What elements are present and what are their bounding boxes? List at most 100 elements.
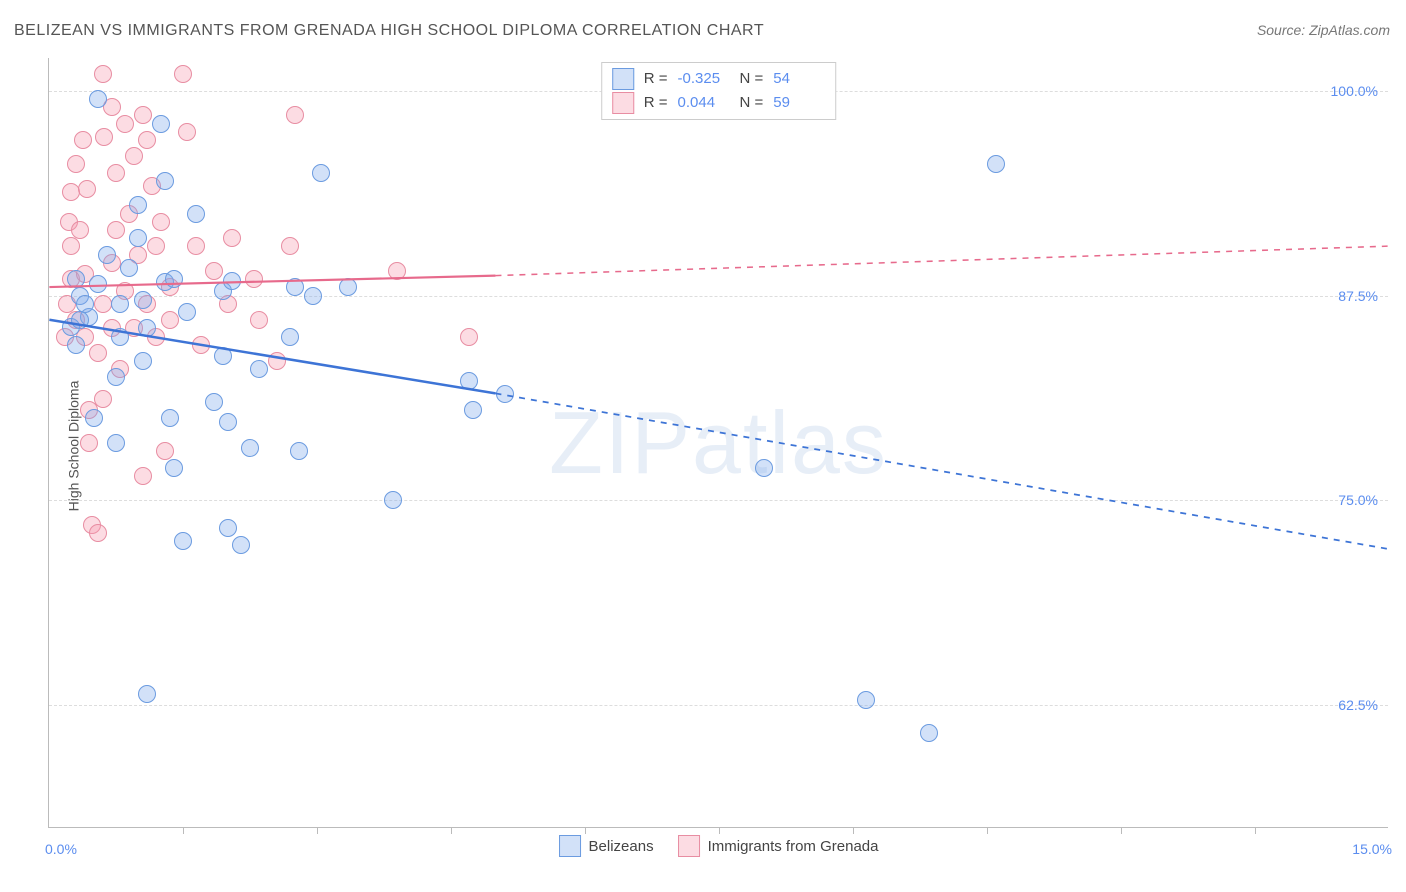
scatter-point-pink: [67, 155, 85, 173]
scatter-point-blue: [281, 328, 299, 346]
scatter-point-blue: [250, 360, 268, 378]
scatter-point-blue: [290, 442, 308, 460]
x-tick: [853, 827, 854, 834]
scatter-point-blue: [107, 368, 125, 386]
x-tick: [183, 827, 184, 834]
x-tick: [987, 827, 988, 834]
scatter-point-pink: [187, 237, 205, 255]
chart-title: BELIZEAN VS IMMIGRANTS FROM GRENADA HIGH…: [14, 22, 764, 40]
scatter-point-blue: [85, 409, 103, 427]
scatter-point-blue: [120, 259, 138, 277]
scatter-point-blue: [129, 196, 147, 214]
scatter-point-blue: [134, 291, 152, 309]
y-tick-label: 100.0%: [1331, 83, 1378, 99]
scatter-point-pink: [156, 442, 174, 460]
scatter-point-blue: [178, 303, 196, 321]
scatter-point-pink: [134, 106, 152, 124]
scatter-point-blue: [89, 275, 107, 293]
gridline: [49, 296, 1388, 297]
scatter-point-blue: [755, 459, 773, 477]
x-tick: [451, 827, 452, 834]
legend-item-blue: Belizeans: [559, 835, 654, 857]
scatter-point-pink: [62, 237, 80, 255]
scatter-point-blue: [156, 172, 174, 190]
scatter-point-blue: [496, 385, 514, 403]
scatter-point-blue: [304, 287, 322, 305]
scatter-point-blue: [165, 270, 183, 288]
scatter-point-blue: [67, 336, 85, 354]
scatter-point-pink: [78, 180, 96, 198]
legend-label-blue: Belizeans: [589, 838, 654, 855]
scatter-point-blue: [71, 311, 89, 329]
x-tick: [1121, 827, 1122, 834]
scatter-point-pink: [286, 106, 304, 124]
x-tick: [1255, 827, 1256, 834]
scatter-point-blue: [464, 401, 482, 419]
scatter-point-blue: [241, 439, 259, 457]
scatter-point-blue: [98, 246, 116, 264]
scatter-point-blue: [205, 393, 223, 411]
gridline: [49, 500, 1388, 501]
scatter-point-pink: [89, 524, 107, 542]
scatter-point-pink: [95, 128, 113, 146]
y-tick-label: 62.5%: [1338, 697, 1378, 713]
legend-label-pink: Immigrants from Grenada: [708, 838, 879, 855]
scatter-point-pink: [94, 65, 112, 83]
scatter-point-blue: [286, 278, 304, 296]
scatter-point-pink: [178, 123, 196, 141]
y-tick-label: 87.5%: [1338, 288, 1378, 304]
y-tick-label: 75.0%: [1338, 492, 1378, 508]
scatter-point-blue: [219, 519, 237, 537]
gridline: [49, 705, 1388, 706]
scatter-point-pink: [250, 311, 268, 329]
scatter-point-blue: [920, 724, 938, 742]
legend-row-pink: R = 0.044 N = 59: [612, 91, 826, 115]
scatter-point-pink: [125, 147, 143, 165]
scatter-point-blue: [161, 409, 179, 427]
scatter-point-blue: [138, 685, 156, 703]
n-label: N =: [740, 91, 764, 115]
r-value-pink: 0.044: [678, 91, 730, 115]
scatter-point-pink: [107, 221, 125, 239]
legend-item-pink: Immigrants from Grenada: [678, 835, 879, 857]
scatter-point-blue: [214, 347, 232, 365]
x-tick: [719, 827, 720, 834]
scatter-point-blue: [111, 295, 129, 313]
scatter-point-blue: [138, 319, 156, 337]
scatter-point-pink: [147, 237, 165, 255]
scatter-point-pink: [388, 262, 406, 280]
r-label: R =: [644, 67, 668, 91]
legend-swatch-blue: [612, 68, 634, 90]
scatter-point-pink: [74, 131, 92, 149]
scatter-point-blue: [219, 413, 237, 431]
scatter-point-blue: [89, 90, 107, 108]
scatter-point-pink: [94, 295, 112, 313]
legend-swatch-blue: [559, 835, 581, 857]
scatter-point-pink: [94, 390, 112, 408]
scatter-point-pink: [245, 270, 263, 288]
scatter-point-blue: [134, 352, 152, 370]
legend-series: Belizeans Immigrants from Grenada: [559, 835, 879, 857]
x-axis-min-label: 0.0%: [45, 841, 77, 857]
scatter-point-blue: [174, 532, 192, 550]
legend-swatch-pink: [612, 92, 634, 114]
scatter-plot-area: ZIPatlas R = -0.325 N = 54 R = 0.044 N =…: [48, 58, 1388, 828]
scatter-point-pink: [161, 311, 179, 329]
scatter-point-blue: [67, 270, 85, 288]
scatter-point-blue: [152, 115, 170, 133]
scatter-point-blue: [223, 272, 241, 290]
legend-row-blue: R = -0.325 N = 54: [612, 67, 826, 91]
scatter-point-blue: [460, 372, 478, 390]
n-label: N =: [740, 67, 764, 91]
scatter-point-pink: [134, 467, 152, 485]
scatter-point-blue: [384, 491, 402, 509]
scatter-point-blue: [76, 295, 94, 313]
scatter-point-pink: [192, 336, 210, 354]
scatter-point-blue: [187, 205, 205, 223]
scatter-point-pink: [71, 221, 89, 239]
scatter-point-pink: [281, 237, 299, 255]
scatter-point-blue: [987, 155, 1005, 173]
x-axis-max-label: 15.0%: [1352, 841, 1392, 857]
scatter-point-pink: [89, 344, 107, 362]
n-value-blue: 54: [773, 67, 825, 91]
